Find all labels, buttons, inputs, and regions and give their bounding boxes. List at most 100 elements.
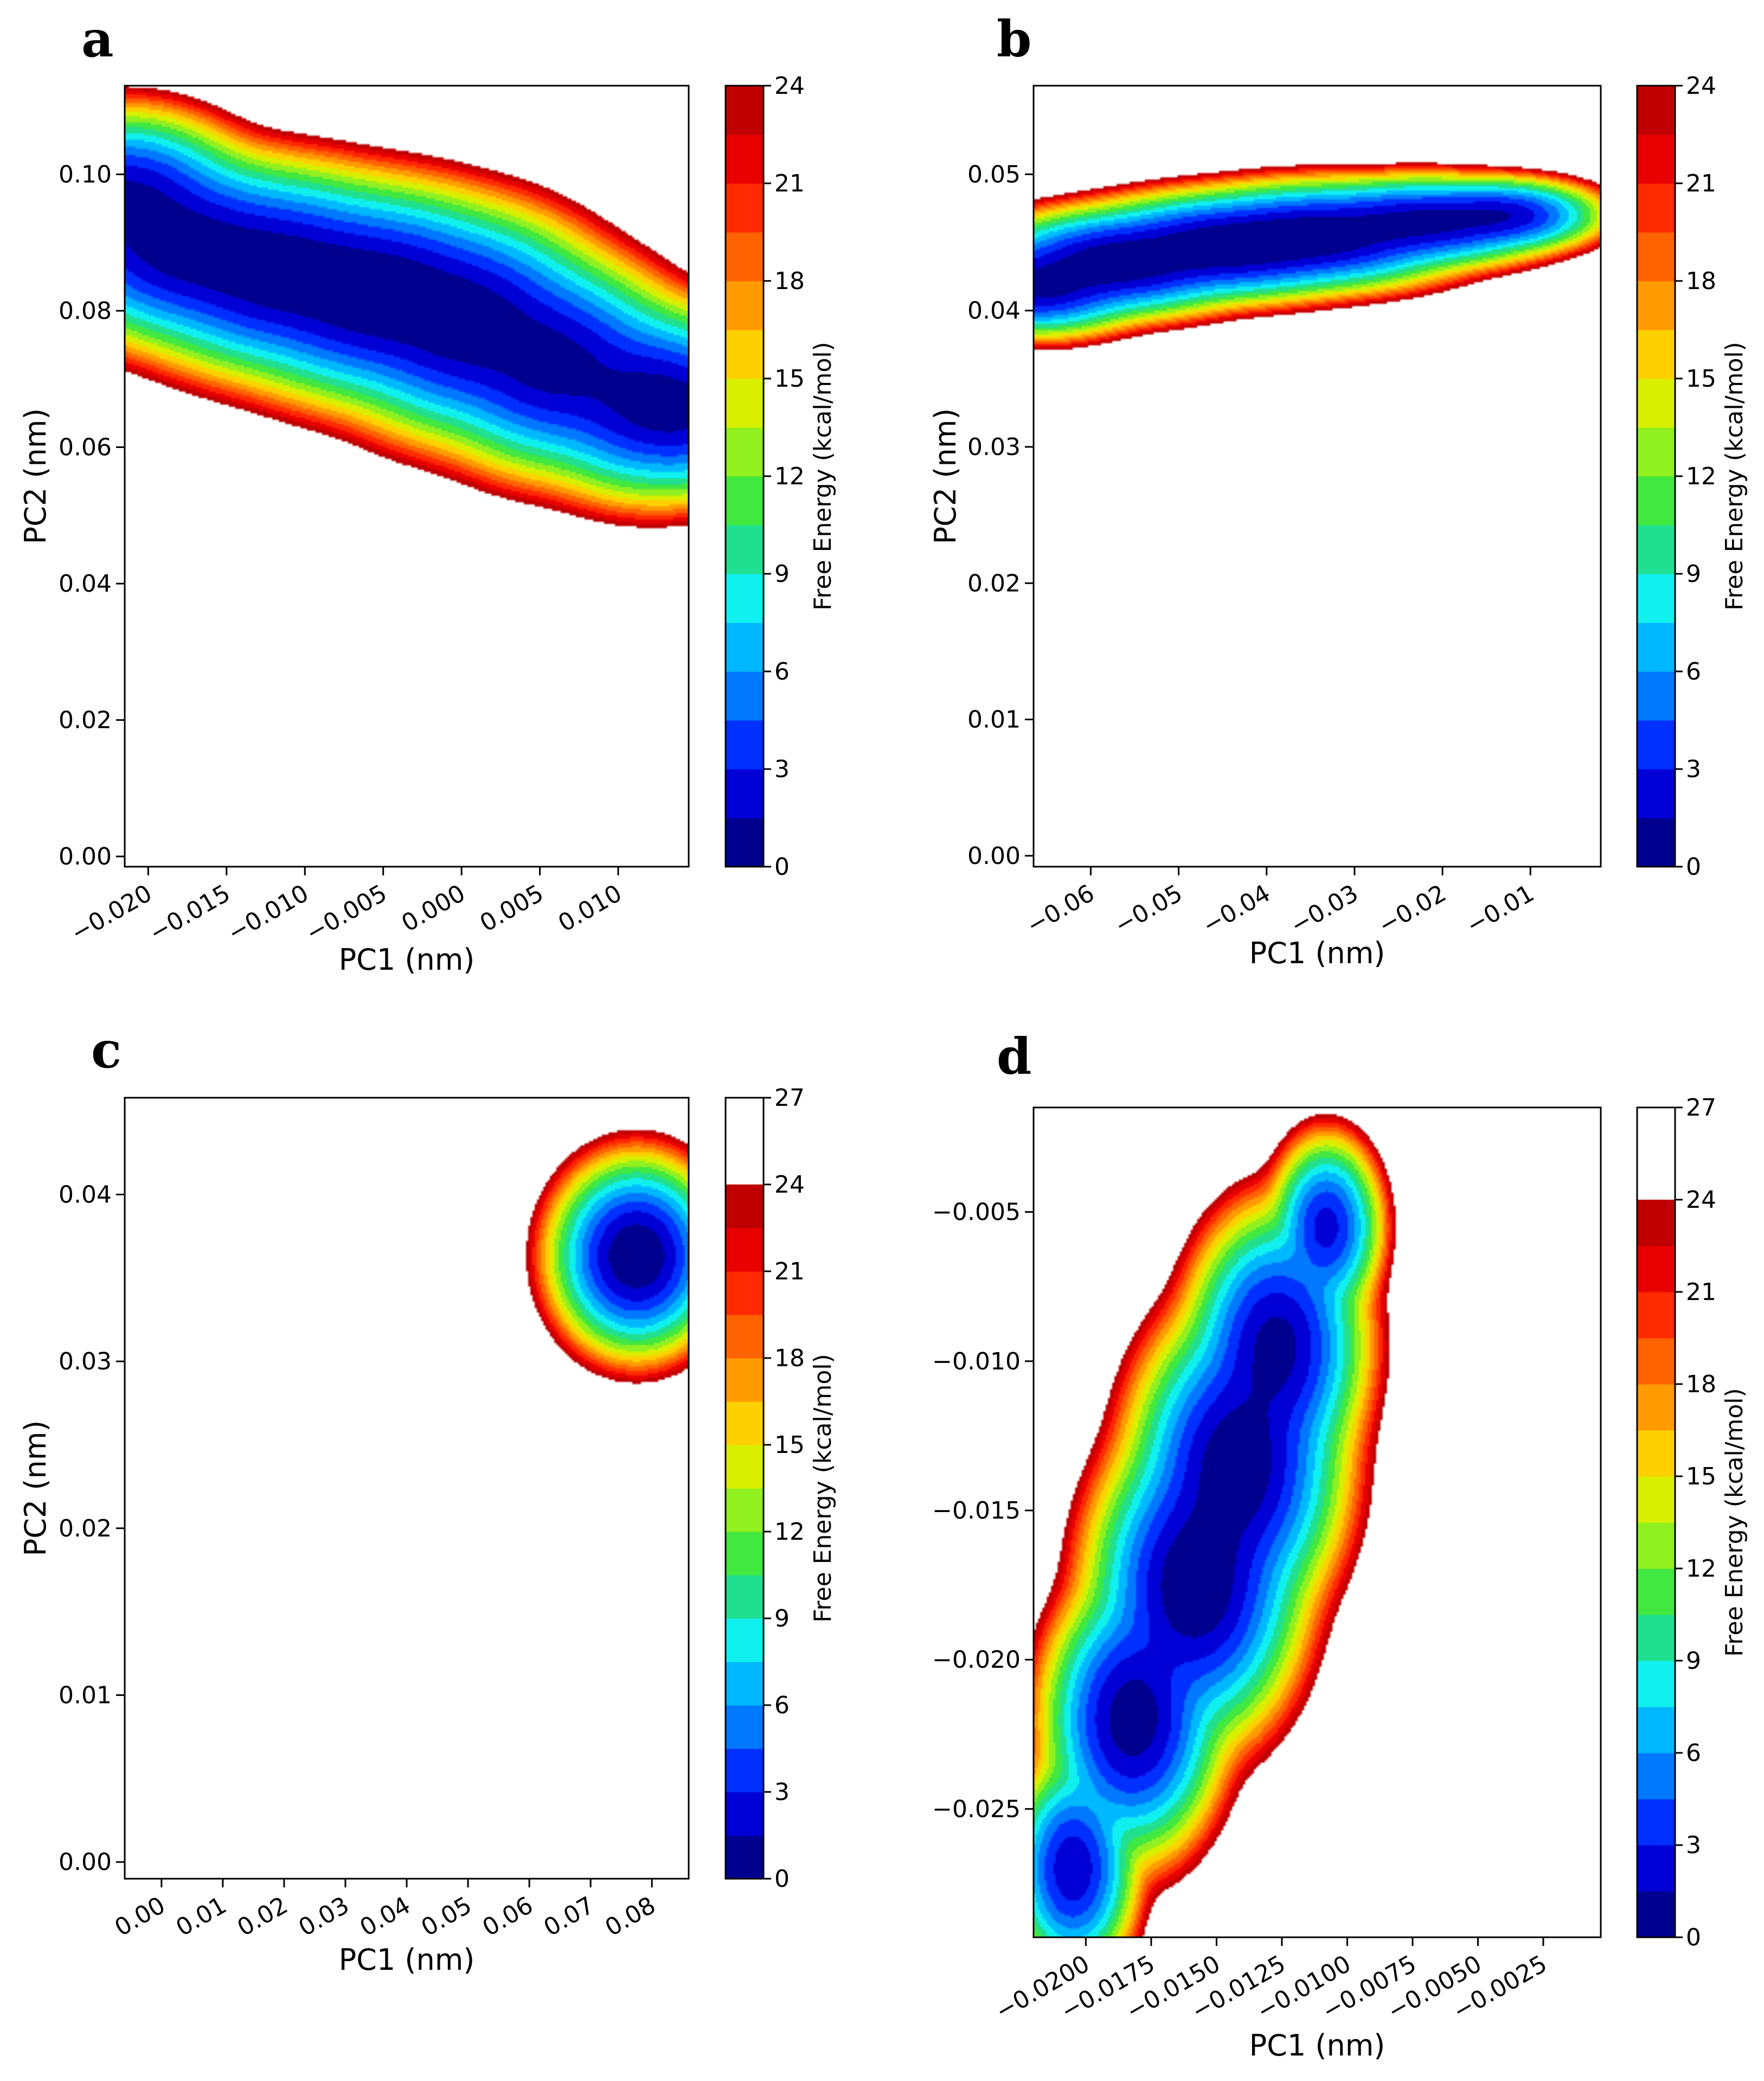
colorbar-tick-label: 15	[1686, 1463, 1716, 1490]
colorbar-level	[726, 574, 764, 623]
free-energy-contours	[1034, 1107, 1601, 1937]
y-tick-label: −0.005	[932, 1199, 1021, 1226]
free-energy-contours	[125, 1098, 689, 1879]
y-tick-label: −0.010	[932, 1348, 1021, 1375]
colorbar-frame	[1636, 1106, 1676, 1938]
free-energy-contours	[1034, 86, 1601, 867]
colorbar-level	[726, 281, 764, 330]
colorbar-level	[1637, 1338, 1675, 1385]
colorbar-level	[726, 1271, 764, 1315]
colorbar-level	[1637, 769, 1675, 818]
x-tick-label: 0.010	[554, 879, 627, 937]
colorbar-tick-label: 0	[1686, 1924, 1701, 1951]
colorbar-tick-label: 12	[1686, 463, 1716, 490]
colorbar-label: Free Energy (kcal/mol)	[809, 342, 837, 610]
colorbar-level	[1637, 1799, 1675, 1846]
x-tick-label: 0.005	[475, 879, 548, 937]
x-tick-label: −0.005	[302, 879, 392, 947]
colorbar-level	[726, 1532, 764, 1576]
x-axis-label: PC1 (nm)	[1249, 2028, 1385, 2063]
colorbar-tick-label: 6	[1686, 658, 1701, 686]
y-axis-label: PC2 (nm)	[18, 1420, 53, 1557]
colorbar-tick-label: 6	[774, 658, 790, 686]
colorbar-level	[726, 1835, 764, 1879]
colorbar-tick-label: 15	[774, 365, 805, 393]
colorbar-level	[726, 330, 764, 379]
colorbar-tick-label: 18	[1686, 267, 1716, 295]
y-tick-label: 0.02	[59, 707, 112, 734]
panel-label-d: d	[997, 1027, 1031, 1086]
y-tick-label: 0.04	[59, 570, 112, 598]
y-tick-label: −0.025	[932, 1795, 1021, 1823]
colorbar-level-top	[1637, 1107, 1675, 1200]
colorbar-level	[726, 1749, 764, 1792]
x-axis-label: PC1 (nm)	[1249, 936, 1385, 970]
colorbar-tick-label: 18	[774, 267, 805, 295]
plot-frame	[1032, 85, 1602, 868]
y-tick-label: 0.02	[967, 569, 1021, 597]
colorbar-level	[726, 1618, 764, 1662]
colorbar-level	[1637, 1292, 1675, 1339]
x-axis-ticks: −0.0200−0.0175−0.0150−0.0125−0.0100−0.00…	[991, 1937, 1551, 2026]
colorbar-level	[726, 1445, 764, 1489]
colorbar-tick-label: 24	[1686, 1186, 1716, 1214]
colorbar-level	[726, 476, 764, 526]
colorbar-level	[726, 671, 764, 721]
colorbar-tick-label: 12	[1686, 1555, 1716, 1583]
colorbar-level	[726, 1315, 764, 1359]
plot-frame	[1032, 1106, 1602, 1938]
x-axis-label: PC1 (nm)	[339, 1943, 475, 1977]
colorbar-tick-label: 0	[774, 853, 790, 881]
x-tick-label: −0.03	[1286, 879, 1363, 940]
free-energy-contours	[125, 86, 689, 867]
colorbar-level	[1637, 1476, 1675, 1523]
colorbar-level	[726, 720, 764, 770]
x-axis-label: PC1 (nm)	[339, 943, 475, 977]
colorbar-tick-label: 18	[774, 1344, 805, 1372]
x-axis-ticks: −0.020−0.015−0.010−0.005 0.000 0.005 0.010	[66, 867, 627, 947]
colorbar-level	[1637, 135, 1675, 184]
free-energy-surface	[1034, 86, 1601, 867]
x-tick-label: 0.04	[355, 1891, 415, 1942]
colorbar-tick-label: 21	[1686, 170, 1716, 197]
x-tick-label: −0.06	[1022, 879, 1099, 940]
colorbar-level	[726, 1792, 764, 1836]
colorbar-tick-label: 15	[774, 1431, 805, 1459]
colorbar-level	[1637, 330, 1675, 379]
y-tick-label: 0.04	[59, 1181, 112, 1208]
x-tick-label: −0.04	[1198, 879, 1275, 940]
x-tick-label: 0.03	[294, 1891, 354, 1942]
x-tick-label: −0.01	[1461, 879, 1538, 940]
colorbar-tick-label: 9	[774, 1605, 790, 1632]
y-axis-label: PC2 (nm)	[18, 408, 53, 545]
colorbar-level	[1637, 379, 1675, 428]
free-energy-surface	[125, 1098, 689, 1879]
x-tick-label: −0.015	[145, 879, 235, 947]
colorbar-tick-label: 0	[774, 1865, 790, 1893]
colorbar-level	[726, 1705, 764, 1749]
colorbar-level	[726, 1575, 764, 1619]
colorbar-level	[1637, 1661, 1675, 1707]
colorbar-level	[1637, 1753, 1675, 1800]
y-axis-label: PC2 (nm)	[928, 408, 963, 545]
colorbar-level	[1637, 86, 1675, 135]
x-axis-ticks: 0.00 0.01 0.02 0.03 0.04 0.05 0.06 0.07 0.08	[110, 1879, 660, 1942]
y-axis-ticks: 0.00 0.01 0.02 0.03 0.04	[59, 1181, 125, 1876]
colorbar-level	[1637, 1522, 1675, 1569]
colorbar-level	[1637, 1568, 1675, 1615]
colorbar-level	[726, 183, 764, 233]
colorbar-level	[1637, 1246, 1675, 1292]
colorbar-frame	[724, 1097, 765, 1880]
colorbar-level	[1637, 623, 1675, 672]
y-tick-label: 0.03	[967, 433, 1021, 461]
colorbar-level	[1637, 1891, 1675, 1938]
colorbar-tick-label: 12	[774, 463, 805, 490]
y-tick-label: 0.01	[59, 1682, 112, 1709]
colorbar-level	[726, 1662, 764, 1706]
colorbar-tick-label: 3	[1686, 755, 1701, 783]
colorbar-level	[726, 1488, 764, 1532]
free-energy-surface	[1034, 1107, 1601, 1937]
y-tick-label: 0.05	[967, 161, 1021, 188]
y-tick-label: −0.020	[932, 1646, 1021, 1674]
